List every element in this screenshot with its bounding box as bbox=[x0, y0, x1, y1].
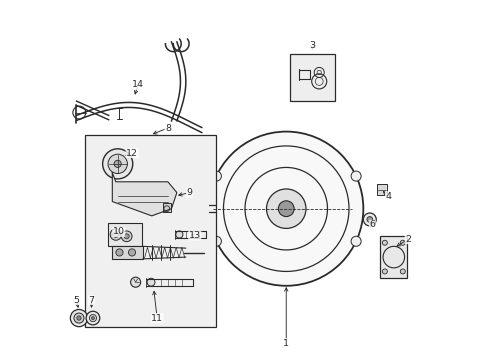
Bar bbox=[380, 237, 407, 278]
Bar bbox=[290, 54, 335, 101]
Circle shape bbox=[267, 189, 306, 228]
Circle shape bbox=[147, 278, 155, 286]
Circle shape bbox=[400, 269, 405, 274]
Circle shape bbox=[211, 236, 221, 246]
Bar bbox=[197, 194, 207, 223]
Text: 4: 4 bbox=[386, 192, 392, 201]
Circle shape bbox=[77, 316, 81, 320]
Text: 10: 10 bbox=[113, 228, 125, 237]
Text: 7: 7 bbox=[89, 296, 95, 305]
Circle shape bbox=[400, 240, 405, 245]
Circle shape bbox=[351, 236, 361, 246]
Bar bbox=[163, 203, 172, 212]
Polygon shape bbox=[377, 184, 387, 195]
Circle shape bbox=[122, 231, 132, 242]
Circle shape bbox=[128, 249, 136, 256]
Circle shape bbox=[86, 311, 100, 325]
Circle shape bbox=[92, 317, 95, 319]
Circle shape bbox=[364, 213, 376, 226]
Text: 2: 2 bbox=[405, 235, 411, 244]
Circle shape bbox=[209, 132, 364, 286]
Circle shape bbox=[108, 154, 127, 174]
Circle shape bbox=[131, 277, 141, 287]
Circle shape bbox=[116, 249, 123, 256]
Circle shape bbox=[211, 171, 221, 181]
Text: 12: 12 bbox=[126, 149, 138, 158]
Text: 11: 11 bbox=[151, 314, 163, 323]
Circle shape bbox=[124, 234, 129, 239]
Circle shape bbox=[102, 149, 133, 179]
Polygon shape bbox=[112, 173, 177, 216]
Bar bbox=[377, 184, 387, 195]
Text: 1: 1 bbox=[283, 339, 289, 348]
Circle shape bbox=[110, 229, 122, 240]
Circle shape bbox=[74, 313, 84, 323]
Text: 9: 9 bbox=[186, 188, 193, 197]
Bar bbox=[85, 135, 216, 327]
Text: 3: 3 bbox=[309, 41, 316, 50]
Circle shape bbox=[351, 171, 361, 181]
Circle shape bbox=[278, 201, 294, 217]
Circle shape bbox=[382, 269, 388, 274]
Text: 13: 13 bbox=[189, 231, 201, 240]
Bar bbox=[108, 223, 142, 246]
Circle shape bbox=[71, 310, 88, 327]
Text: 5: 5 bbox=[74, 296, 79, 305]
Circle shape bbox=[367, 217, 373, 222]
Circle shape bbox=[382, 240, 388, 245]
Bar bbox=[112, 246, 143, 259]
Text: 14: 14 bbox=[132, 81, 144, 90]
Circle shape bbox=[176, 231, 183, 238]
Text: 8: 8 bbox=[165, 123, 171, 132]
Circle shape bbox=[89, 315, 97, 321]
Text: 6: 6 bbox=[369, 220, 375, 229]
Circle shape bbox=[114, 160, 122, 167]
Circle shape bbox=[113, 231, 119, 237]
